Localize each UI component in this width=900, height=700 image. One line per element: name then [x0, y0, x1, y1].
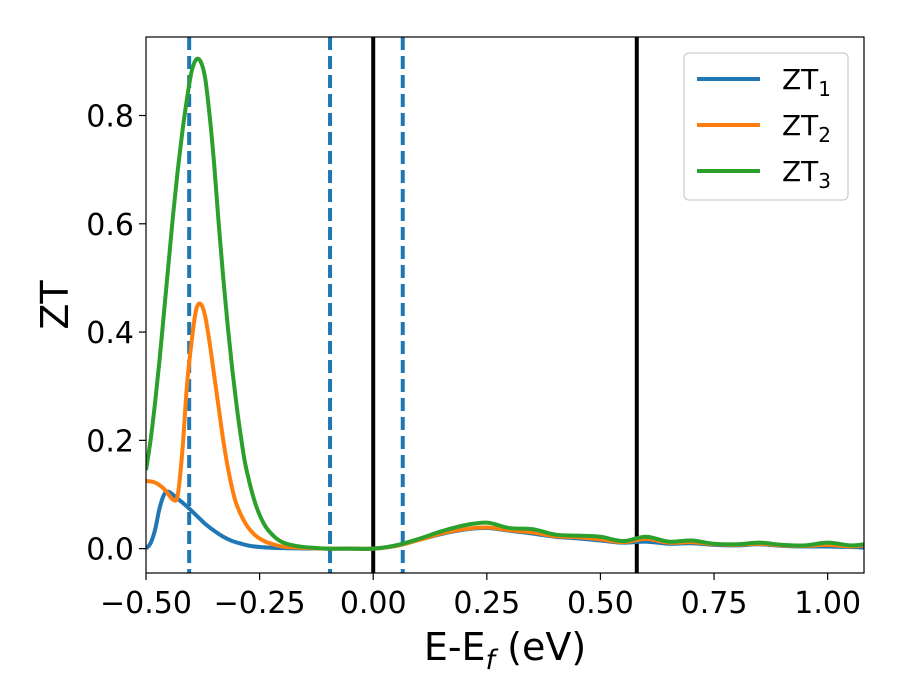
reference-lines [187, 37, 639, 573]
y-tick-label-0: 0.0 [86, 533, 134, 568]
y-tick-label-2: 0.4 [86, 316, 134, 351]
legend-label-zt3: ZT3 [782, 155, 831, 193]
x-tick-label-5: 0.75 [681, 586, 748, 621]
y-tick-label-3: 0.6 [86, 208, 134, 243]
series-lines [146, 56, 864, 551]
x-tick-label-4: 0.50 [567, 586, 634, 621]
legend-box [683, 52, 849, 201]
legend: ZT1 ZT2 ZT3 [683, 52, 849, 201]
legend-label-zt2: ZT2 [782, 109, 831, 147]
x-tick-label-6: 1.00 [794, 586, 861, 621]
x-tick-label-2: 0.00 [340, 586, 407, 621]
x-tick-label-1: −0.25 [214, 586, 306, 621]
series-line-zt3 [146, 56, 864, 551]
y-axis-title: ZT [33, 280, 77, 330]
y-tick-label-4: 0.8 [86, 100, 134, 135]
x-axis-title: E-Ef (eV) [424, 625, 586, 676]
y-tick-label-1: 0.2 [86, 424, 134, 459]
x-title-suffix: (eV) [495, 625, 586, 669]
plot-frame [145, 36, 865, 574]
x-axis: −0.50 −0.25 0.00 0.25 0.50 0.75 1.00 [100, 573, 861, 621]
legend-label-zt1: ZT1 [782, 63, 831, 101]
y-axis: 0.0 0.2 0.4 0.6 0.8 [86, 100, 146, 568]
x-tick-label-0: −0.50 [100, 586, 192, 621]
x-tick-label-3: 0.25 [453, 586, 520, 621]
x-title-base: E-E [424, 625, 486, 669]
